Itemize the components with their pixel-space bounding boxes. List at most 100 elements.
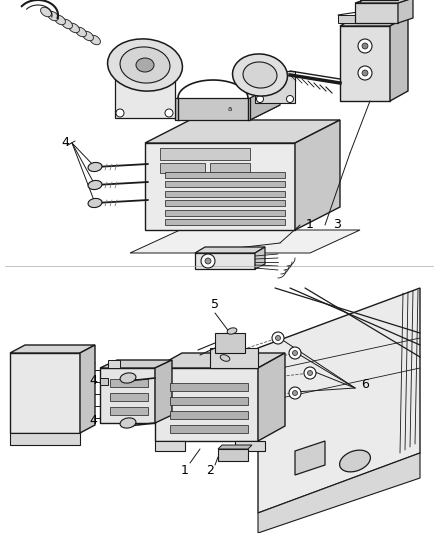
Polygon shape <box>100 378 108 385</box>
Circle shape <box>293 351 297 356</box>
Ellipse shape <box>88 198 102 207</box>
Ellipse shape <box>108 39 182 91</box>
Ellipse shape <box>48 11 58 21</box>
Polygon shape <box>130 230 360 253</box>
Polygon shape <box>250 83 280 120</box>
Polygon shape <box>145 143 295 230</box>
Polygon shape <box>390 16 408 101</box>
Polygon shape <box>155 360 172 423</box>
Ellipse shape <box>243 62 277 88</box>
Circle shape <box>362 70 368 76</box>
Bar <box>160 163 205 173</box>
Bar <box>170 383 248 391</box>
Text: 4: 4 <box>89 415 97 427</box>
Polygon shape <box>258 288 420 513</box>
Polygon shape <box>80 345 95 433</box>
Circle shape <box>257 95 264 102</box>
Circle shape <box>307 370 312 376</box>
Polygon shape <box>10 433 80 445</box>
Polygon shape <box>295 120 340 230</box>
Ellipse shape <box>88 181 102 190</box>
Polygon shape <box>10 345 95 353</box>
Polygon shape <box>255 71 295 103</box>
Polygon shape <box>295 441 325 475</box>
Polygon shape <box>255 247 265 269</box>
Polygon shape <box>215 333 245 353</box>
Polygon shape <box>145 120 340 143</box>
Bar <box>170 397 248 405</box>
Bar <box>210 163 250 173</box>
Ellipse shape <box>339 450 371 472</box>
Polygon shape <box>195 247 265 253</box>
Polygon shape <box>175 105 280 120</box>
Polygon shape <box>340 26 390 101</box>
Text: 4: 4 <box>61 136 69 149</box>
Ellipse shape <box>120 47 170 83</box>
Ellipse shape <box>88 163 102 172</box>
Polygon shape <box>258 453 420 533</box>
Circle shape <box>362 43 368 49</box>
Bar <box>110 393 148 401</box>
Polygon shape <box>155 368 258 441</box>
Bar <box>165 190 285 197</box>
Circle shape <box>358 66 372 80</box>
Text: 3: 3 <box>333 219 341 231</box>
Circle shape <box>289 387 301 399</box>
Ellipse shape <box>83 31 93 41</box>
Bar <box>165 209 285 215</box>
Polygon shape <box>340 16 408 26</box>
Bar <box>165 219 285 225</box>
Circle shape <box>304 367 316 379</box>
Polygon shape <box>195 253 255 269</box>
Bar <box>338 15 358 23</box>
Text: 2: 2 <box>206 464 214 478</box>
Ellipse shape <box>62 19 72 29</box>
Circle shape <box>272 332 284 344</box>
Bar <box>160 148 250 160</box>
Ellipse shape <box>120 373 136 383</box>
Polygon shape <box>108 360 120 368</box>
Polygon shape <box>100 360 172 368</box>
Circle shape <box>165 74 173 82</box>
Ellipse shape <box>227 328 237 334</box>
Polygon shape <box>218 449 248 461</box>
Ellipse shape <box>136 58 154 72</box>
Circle shape <box>276 335 280 341</box>
Text: 4: 4 <box>89 375 97 387</box>
Polygon shape <box>10 353 80 433</box>
Polygon shape <box>115 73 175 118</box>
Polygon shape <box>235 441 265 451</box>
Text: 1: 1 <box>306 219 314 231</box>
Circle shape <box>116 109 124 117</box>
Ellipse shape <box>55 15 65 25</box>
Bar <box>110 379 148 387</box>
Ellipse shape <box>220 354 230 361</box>
Bar <box>170 411 248 419</box>
Ellipse shape <box>233 54 287 96</box>
Bar <box>110 407 148 415</box>
Bar <box>165 181 285 187</box>
Bar <box>170 425 248 433</box>
Ellipse shape <box>41 7 51 17</box>
Circle shape <box>289 347 301 359</box>
Polygon shape <box>355 0 413 3</box>
Polygon shape <box>258 353 285 441</box>
Circle shape <box>293 391 297 395</box>
Text: 5: 5 <box>211 298 219 311</box>
Circle shape <box>116 74 124 82</box>
Polygon shape <box>155 353 285 368</box>
Circle shape <box>165 109 173 117</box>
Polygon shape <box>155 441 185 451</box>
Ellipse shape <box>76 27 86 37</box>
Text: 1: 1 <box>181 464 189 478</box>
Polygon shape <box>175 98 250 120</box>
Ellipse shape <box>90 35 100 45</box>
Circle shape <box>358 39 372 53</box>
Ellipse shape <box>69 23 79 33</box>
Polygon shape <box>210 348 258 368</box>
Polygon shape <box>100 368 155 423</box>
Text: a: a <box>228 106 232 112</box>
Bar <box>165 200 285 206</box>
Circle shape <box>286 95 293 102</box>
Ellipse shape <box>120 418 136 428</box>
